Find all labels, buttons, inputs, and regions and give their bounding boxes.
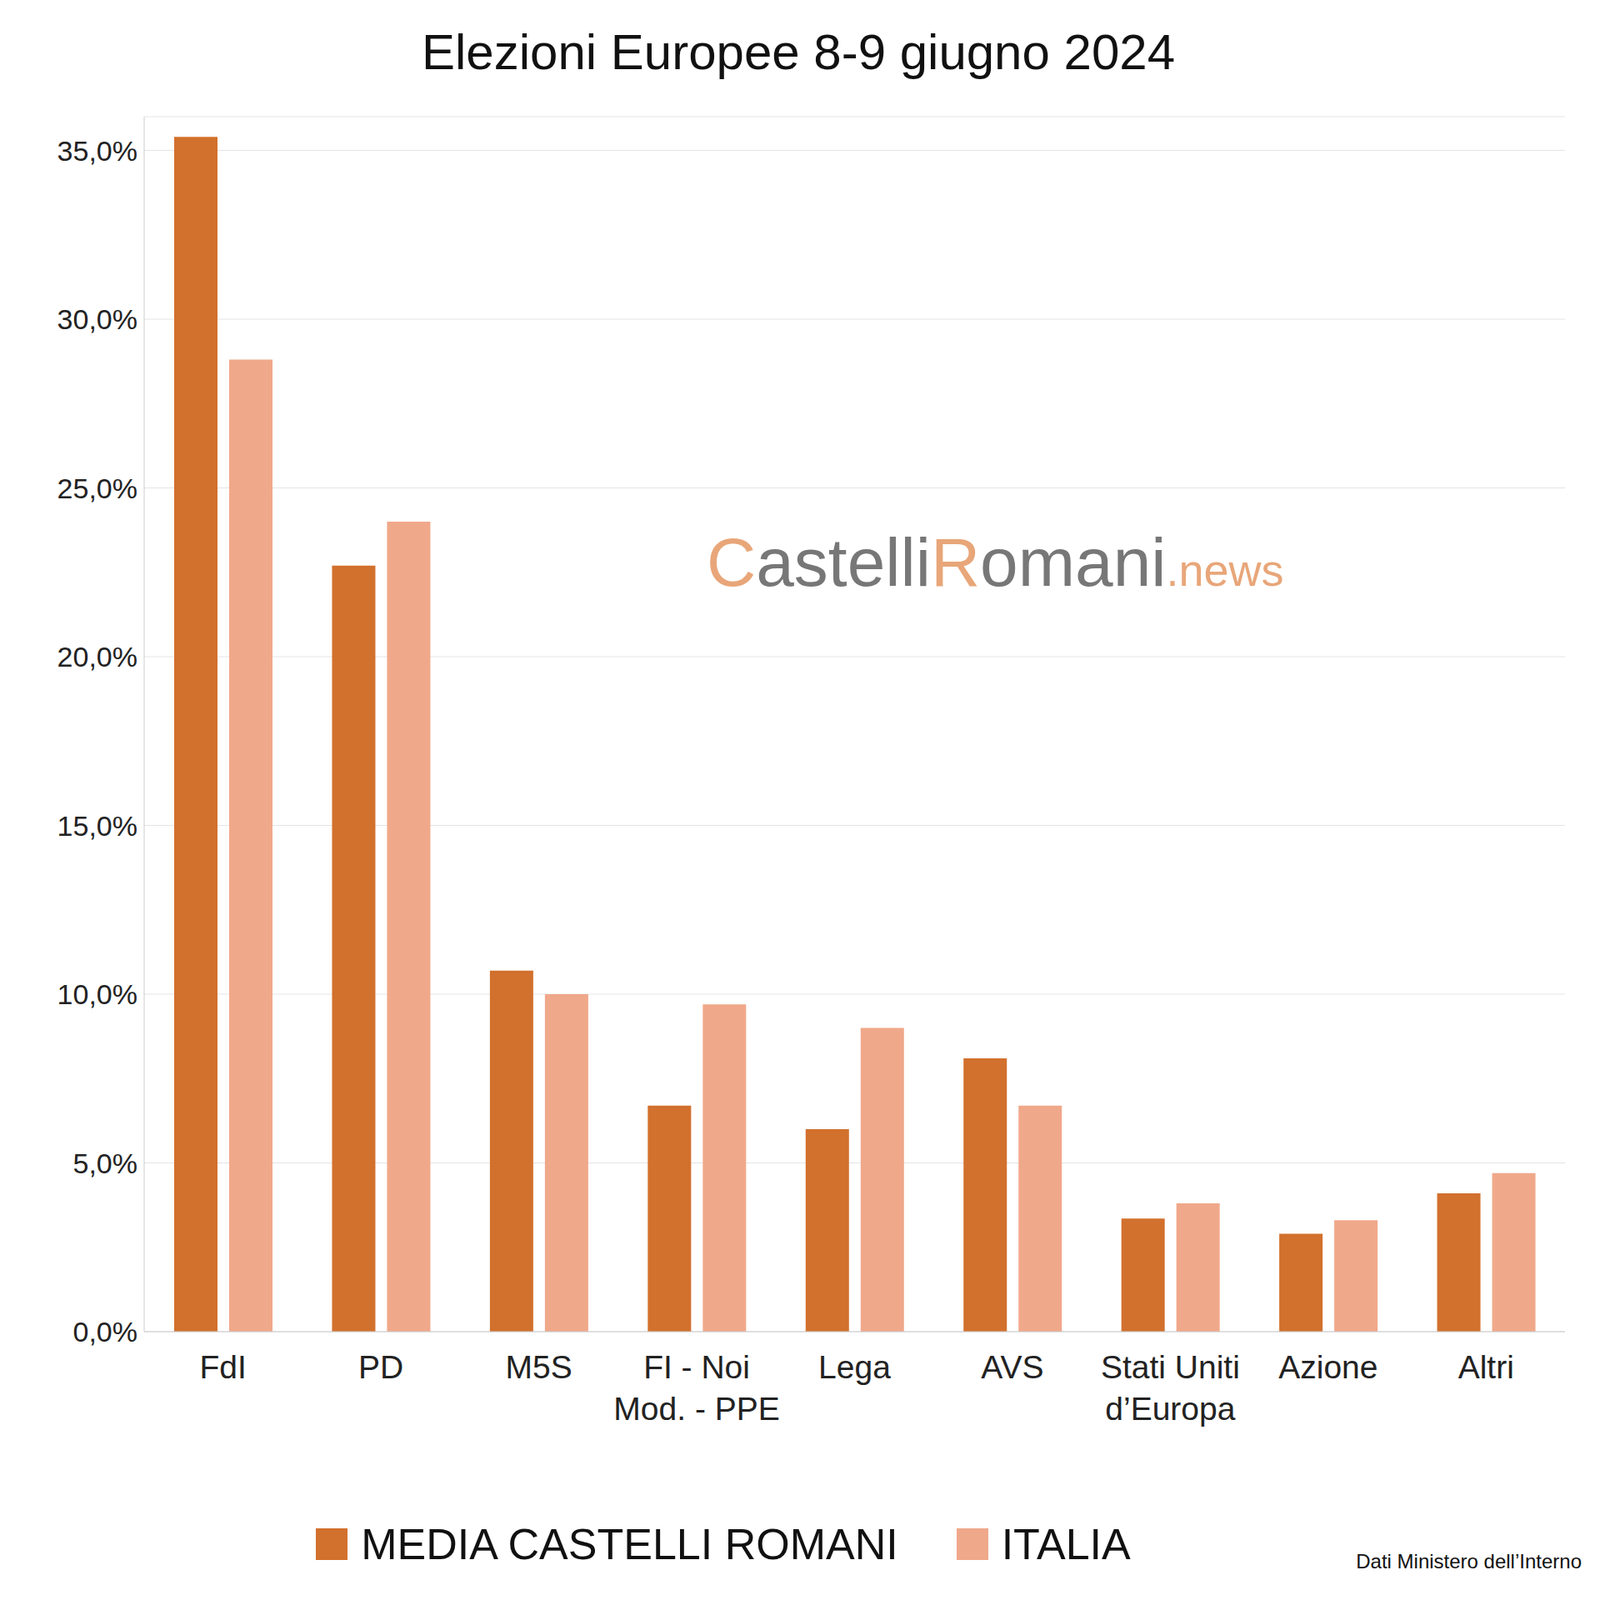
svg-text:PD: PD — [358, 1349, 404, 1385]
svg-text:FdI: FdI — [200, 1349, 247, 1385]
html-text:Dati Ministero dell’Interno: Dati Ministero dell’Interno — [1356, 1550, 1582, 1573]
svg-text:Stati Unitid’Europa: Stati Unitid’Europa — [1100, 1349, 1240, 1427]
svg-text:0,0%: 0,0% — [73, 1315, 139, 1348]
svg-text:15,0%: 15,0% — [57, 810, 138, 842]
svg-text:35,0%: 35,0% — [57, 135, 138, 167]
svg-text:Azione: Azione — [1278, 1349, 1378, 1385]
html-text:C a s t e l l i R o m a n i.ne: C a s t e l l i R o m a n i.news — [706, 524, 1284, 600]
svg-text:Altri: Altri — [1458, 1349, 1515, 1385]
svg-text:30,0%: 30,0% — [57, 303, 138, 335]
svg-text:25,0%: 25,0% — [57, 472, 138, 505]
svg-text:AVS: AVS — [980, 1349, 1044, 1385]
svg-text:20,0%: 20,0% — [57, 640, 138, 673]
svg-text:FI - NoiMod. - PPE: FI - NoiMod. - PPE — [613, 1349, 780, 1427]
svg-text:M5S: M5S — [505, 1349, 573, 1385]
html-text:Elezioni Europee 8-9 giugno 20: Elezioni Europee 8-9 giugno 2024 — [421, 24, 1175, 80]
svg-text:5,0%: 5,0% — [73, 1147, 139, 1180]
svg-text:Lega: Lega — [818, 1349, 891, 1385]
html-text:MEDIA CASTELLI ROMANI: MEDIA CASTELLI ROMANI — [361, 1520, 898, 1569]
html-text:ITALIA: ITALIA — [1001, 1520, 1131, 1569]
svg-text:10,0%: 10,0% — [57, 978, 138, 1010]
